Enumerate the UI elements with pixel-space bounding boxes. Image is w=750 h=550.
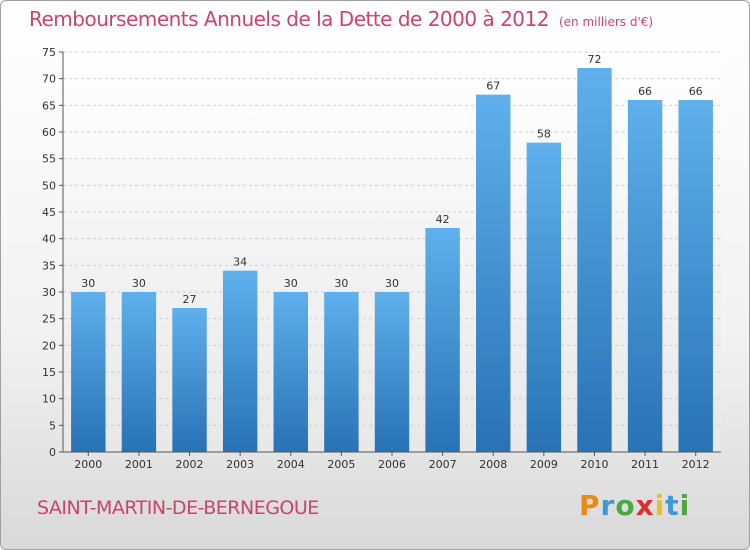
x-tick-label-2012: 2012 <box>682 458 710 471</box>
x-tick-label-2001: 2001 <box>125 458 153 471</box>
y-tick-label: 20 <box>42 339 56 352</box>
logo-letter: P <box>579 489 601 522</box>
logo-letter: x <box>635 489 655 522</box>
bar-2008 <box>476 94 511 453</box>
x-tick-label-2003: 2003 <box>226 458 254 471</box>
logo-letter: r <box>600 489 616 522</box>
title-text: Remboursements Annuels de la Dette de 20… <box>29 7 549 31</box>
y-tick-label: 35 <box>42 259 56 272</box>
x-tick-label-2000: 2000 <box>74 458 102 471</box>
logo-letter: i <box>679 489 691 522</box>
bar-2012 <box>678 100 713 452</box>
data-label-2008: 67 <box>486 80 500 93</box>
y-tick-label: 75 <box>42 46 56 59</box>
bar-2011 <box>627 100 663 452</box>
y-tick-label: 50 <box>42 179 56 192</box>
x-tick-label-2006: 2006 <box>378 458 406 471</box>
x-tick-label-2004: 2004 <box>277 458 305 471</box>
x-tick-label-2009: 2009 <box>530 458 558 471</box>
y-tick-label: 15 <box>42 366 56 379</box>
x-tick-label-2008: 2008 <box>479 458 507 471</box>
bar-2002 <box>172 308 207 452</box>
y-tick-label: 25 <box>42 313 56 326</box>
y-tick-label: 30 <box>42 286 56 299</box>
proxiti-logo: Proxiti <box>579 489 690 522</box>
data-label-2007: 42 <box>436 213 450 226</box>
x-tick-label-2005: 2005 <box>327 458 355 471</box>
x-tick-label-2007: 2007 <box>429 458 457 471</box>
bar-2004 <box>273 292 308 452</box>
bar-2007 <box>425 228 460 452</box>
bar-2001 <box>121 292 157 452</box>
x-tick-label-2010: 2010 <box>580 458 608 471</box>
y-tick-label: 60 <box>42 126 56 139</box>
y-tick-label: 10 <box>42 393 56 406</box>
y-tick-label: 55 <box>42 153 56 166</box>
city-name: SAINT-MARTIN-DE-BERNEGOUE <box>37 497 319 519</box>
y-tick-label: 65 <box>42 99 56 112</box>
x-tick-label-2002: 2002 <box>176 458 204 471</box>
data-label-2002: 27 <box>183 293 197 306</box>
unit-note: (en milliers d'€) <box>558 15 654 29</box>
data-label-2005: 30 <box>334 277 348 290</box>
bar-2005 <box>324 292 359 452</box>
y-tick-label: 45 <box>42 206 56 219</box>
data-label-2012: 66 <box>689 85 703 98</box>
x-tick-label-2011: 2011 <box>631 458 659 471</box>
data-label-2006: 30 <box>385 277 399 290</box>
data-label-2011: 66 <box>638 85 652 98</box>
data-label-2009: 58 <box>537 128 551 141</box>
data-label-2010: 72 <box>587 53 601 66</box>
bar-2000 <box>71 292 106 452</box>
bar-2010 <box>577 68 612 452</box>
y-tick-label: 5 <box>49 419 56 432</box>
y-tick-label: 70 <box>42 73 56 86</box>
logo-letter: o <box>615 489 636 522</box>
chart-title: Remboursements Annuels de la Dette de 20… <box>29 7 653 31</box>
data-label-2003: 34 <box>233 256 247 269</box>
logo-letter: i <box>654 489 666 522</box>
data-label-2004: 30 <box>284 277 298 290</box>
bar-2003 <box>222 270 258 452</box>
y-tick-label: 0 <box>49 446 56 459</box>
bar-2009 <box>526 142 562 452</box>
data-label-2001: 30 <box>132 277 146 290</box>
y-tick-label: 40 <box>42 233 56 246</box>
logo-letter: t <box>665 489 680 522</box>
data-label-2000: 30 <box>81 277 95 290</box>
bar-2006 <box>374 292 410 452</box>
